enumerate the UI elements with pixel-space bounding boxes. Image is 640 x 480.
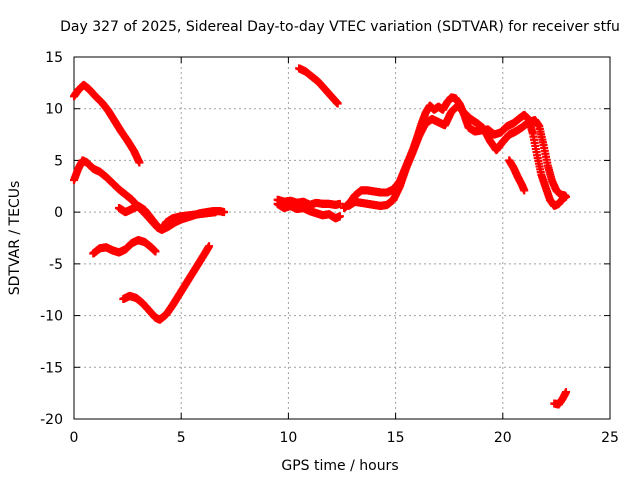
data-point: [335, 199, 344, 208]
plot-frame: [73, 56, 611, 420]
series-track-5: [119, 242, 214, 324]
x-tick-label: 0: [70, 430, 79, 446]
y-tick-label: -5: [49, 257, 63, 273]
y-tick-label: 5: [54, 153, 63, 169]
data-point: [335, 212, 344, 221]
data-point: [220, 208, 229, 217]
axis-ticks: 0 5 10 15 20 25 -20 -15 -10 -5 0 5 10 15: [40, 50, 619, 446]
x-axis-label: GPS time / hours: [281, 458, 398, 474]
series-track-11: [505, 156, 529, 195]
x-tick-label: 20: [494, 430, 512, 446]
data-points: [70, 64, 571, 409]
y-tick-label: 0: [54, 205, 63, 221]
y-tick-label: -20: [40, 412, 63, 428]
series-track-1: [70, 80, 144, 167]
x-tick-label: 25: [601, 430, 619, 446]
data-point: [211, 208, 220, 217]
series-track-12: [550, 388, 571, 409]
series-track-10: [344, 101, 569, 210]
x-tick-label: 15: [387, 430, 405, 446]
data-point: [560, 191, 569, 200]
data-point: [135, 158, 144, 167]
data-point: [333, 99, 342, 108]
series-track-3: [115, 201, 220, 234]
y-tick-label: -10: [40, 309, 63, 325]
x-tick-label: 10: [279, 430, 297, 446]
y-tick-label: -15: [40, 360, 63, 376]
data-point: [151, 247, 160, 256]
series-track-7: [273, 195, 344, 209]
series-track-4: [89, 236, 160, 258]
series-track-6: [295, 64, 342, 108]
data-point: [205, 242, 214, 251]
data-point: [562, 388, 571, 397]
grid: [74, 57, 610, 419]
y-tick-label: 15: [45, 50, 63, 66]
chart-title: Day 327 of 2025, Sidereal Day-to-day VTE…: [60, 19, 620, 35]
series-track-2: [70, 156, 229, 234]
series-track-8: [273, 199, 344, 223]
y-tick-label: 10: [45, 102, 63, 118]
y-axis-label: SDTVAR / TECUs: [7, 181, 23, 296]
x-tick-label: 5: [177, 430, 186, 446]
data-point: [520, 186, 529, 195]
